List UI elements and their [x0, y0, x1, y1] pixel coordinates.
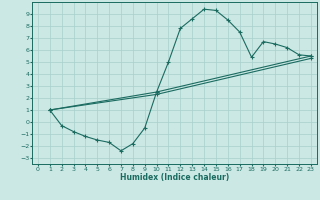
- X-axis label: Humidex (Indice chaleur): Humidex (Indice chaleur): [120, 173, 229, 182]
